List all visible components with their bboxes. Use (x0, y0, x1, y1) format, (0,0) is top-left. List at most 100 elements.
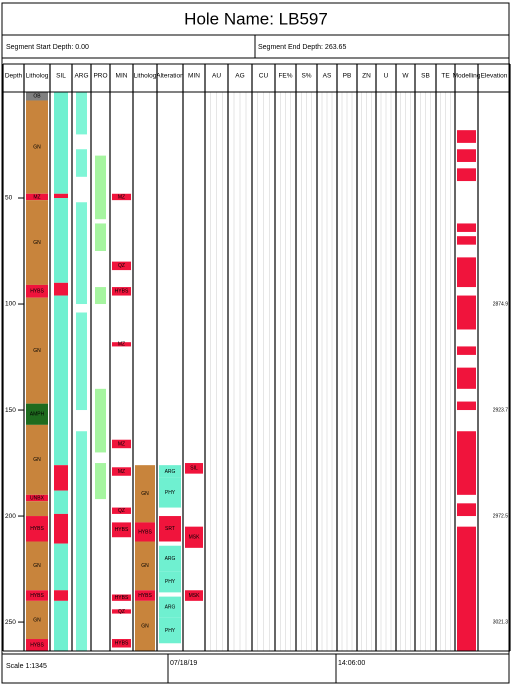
depth-label: 150 (5, 407, 16, 414)
interval-label: GN (141, 491, 149, 497)
interval-label: GN (33, 348, 41, 354)
interval (26, 403, 48, 425)
elevation-label: 2874.9 (493, 301, 509, 307)
interval (95, 463, 106, 500)
interval-label: GN (33, 617, 41, 623)
interval (135, 522, 155, 542)
column-header: S% (301, 73, 311, 80)
interval (112, 287, 131, 296)
column-header: Modelling (453, 73, 481, 80)
column-header: Depth (5, 73, 23, 80)
interval (457, 526, 476, 651)
column-header: ZN (362, 73, 371, 80)
interval (54, 295, 68, 466)
interval (76, 149, 87, 177)
interval (112, 522, 131, 538)
interval-label: HYBS (115, 289, 129, 295)
column-header: Elevation (481, 73, 508, 80)
interval (457, 401, 476, 411)
interval (54, 282, 68, 296)
interval (112, 639, 131, 648)
interval (95, 287, 106, 305)
column-header: PB (343, 73, 352, 80)
interval-label: GN (33, 240, 41, 246)
interval (112, 193, 131, 201)
depth-label: 200 (5, 513, 16, 520)
interval (112, 261, 131, 271)
interval-label: ARG (165, 469, 176, 475)
depth-label: 250 (5, 619, 16, 626)
interval-label: HYBS (115, 595, 129, 601)
interval-label: HYBS (30, 289, 44, 295)
interval (95, 155, 106, 220)
interval (26, 494, 48, 502)
interval (54, 465, 68, 491)
date: 07/18/19 (170, 660, 197, 667)
interval (112, 467, 131, 476)
depth-label: 50 (5, 195, 13, 202)
interval (26, 639, 48, 651)
interval (159, 465, 181, 478)
interval (457, 149, 476, 162)
title: Hole Name: LB597 (184, 9, 328, 28)
interval (26, 297, 48, 404)
interval (26, 424, 48, 495)
interval (54, 600, 68, 651)
interval (26, 600, 48, 640)
interval (26, 590, 48, 601)
interval (26, 541, 48, 591)
interval-label: GN (141, 563, 149, 569)
interval-label: MZ (118, 342, 125, 348)
interval (159, 617, 181, 644)
column-header: ARG (74, 73, 88, 80)
start-depth: Segment Start Depth: 0.00 (6, 44, 89, 51)
interval-label: ARG (165, 556, 176, 562)
interval (54, 92, 68, 194)
interval (457, 346, 476, 355)
interval (185, 590, 203, 601)
elevation-label: 3021.3 (493, 619, 509, 625)
interval (112, 439, 131, 449)
column-header: Litholog (26, 73, 49, 80)
interval-label: GN (141, 623, 149, 629)
interval (26, 284, 48, 298)
scale: Scale 1:1345 (6, 663, 47, 670)
interval (135, 590, 155, 601)
interval (54, 543, 68, 591)
column-header: W (402, 73, 409, 80)
interval (185, 526, 203, 548)
time: 14:06:00 (338, 660, 365, 667)
interval (26, 100, 48, 194)
column-header: TE (441, 73, 450, 80)
column-header: CU (259, 73, 269, 80)
interval (135, 600, 155, 651)
interval-label: SIL (190, 466, 198, 472)
column-header: AU (212, 73, 221, 80)
frame (1, 2, 510, 684)
interval-label: PHY (165, 490, 176, 496)
interval (112, 609, 131, 614)
interval (26, 516, 48, 542)
interval (457, 503, 476, 517)
column-header: SB (421, 73, 430, 80)
interval (135, 465, 155, 523)
interval (112, 507, 131, 514)
column-header: PRO (93, 73, 107, 80)
interval-label: QZ (118, 263, 125, 269)
interval (159, 516, 181, 542)
interval-label: HYBS (30, 593, 44, 599)
interval (185, 463, 203, 474)
elevation-label: 2923.7 (493, 407, 509, 413)
interval (457, 257, 476, 288)
end-depth: Segment End Depth: 263.65 (258, 44, 346, 51)
interval (54, 198, 68, 283)
interval (95, 388, 106, 453)
column-header: FE% (278, 73, 292, 80)
interval-label: HYBS (138, 529, 152, 535)
column-header: Litholog (134, 73, 157, 80)
interval-label: QZ (118, 508, 125, 514)
interval-label: UNBX (30, 495, 45, 501)
interval (159, 477, 181, 508)
interval (76, 312, 87, 411)
interval (54, 513, 68, 544)
